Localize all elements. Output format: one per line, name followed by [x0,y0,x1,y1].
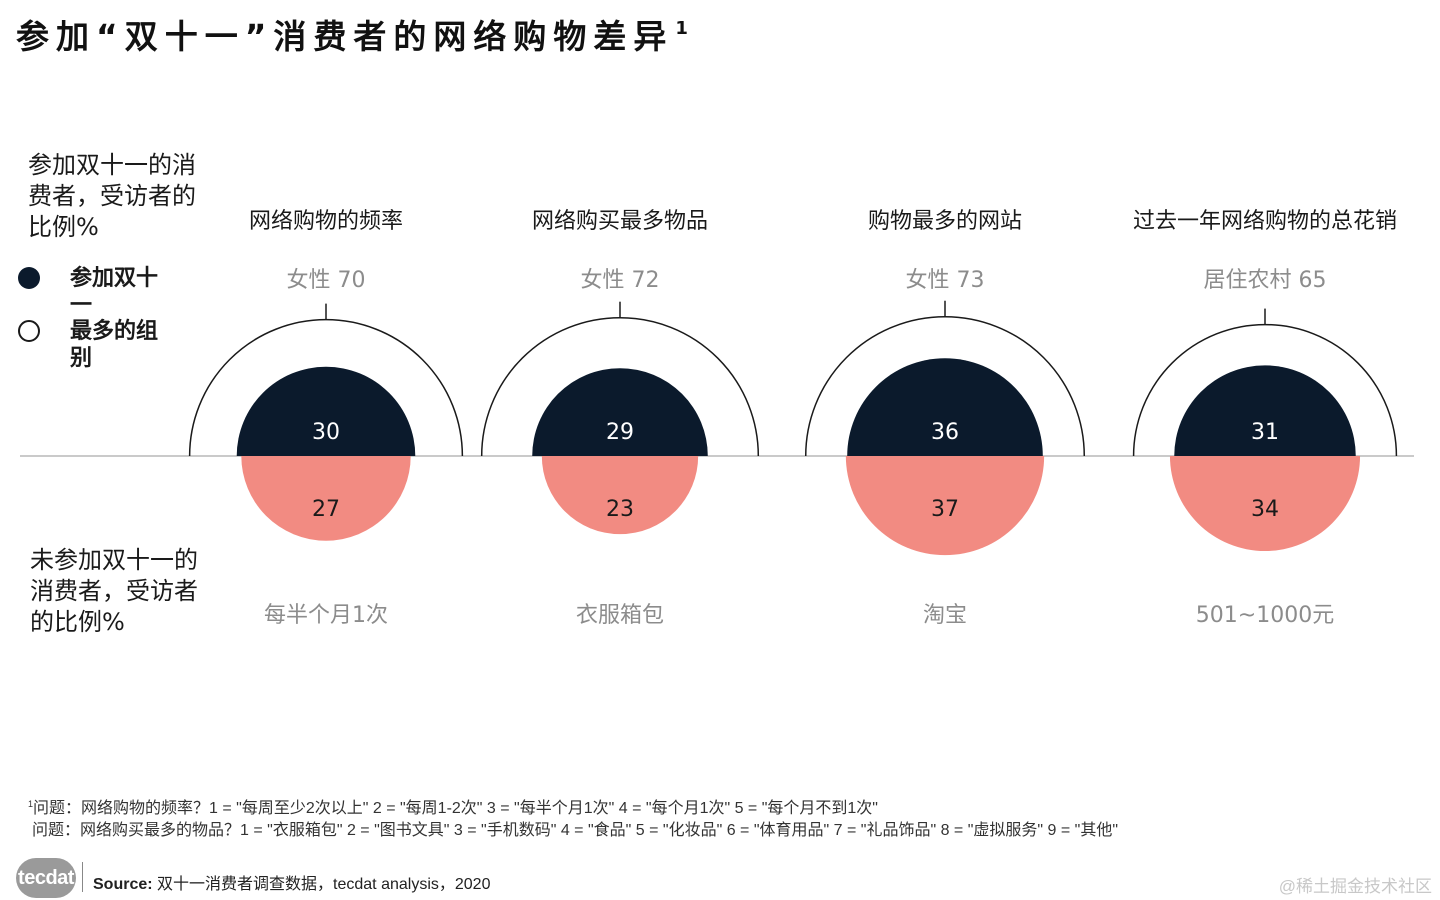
bottom-group-label: 淘宝 [923,603,967,628]
source-label: Source: [93,876,153,893]
participant-value-label: 29 [606,420,634,445]
category-label: 网络购物的频率 [249,209,403,234]
top-group-label: 女性 72 [581,268,660,293]
category-label: 网络购买最多物品 [532,209,708,234]
participant-value-label: 30 [312,420,340,445]
footnote-1-text: 问题：网络购物的频率？1 = "每周至少2次以上" 2 = "每周1-2次" 3… [33,800,878,817]
non-participant-axis-label: 未参加双十一的消费者，受访者的比例% [30,546,198,636]
non-participant-semicircle [541,456,699,535]
non-participant-value-label: 27 [312,497,340,522]
non-participant-value-label: 37 [931,497,959,522]
title-footnote-mark: 1 [675,18,688,39]
category-label: 过去一年网络购物的总花销 [1133,209,1397,234]
source-line: Source: 双十一消费者调查数据，tecdat analysis，2020 [93,870,490,894]
participant-semicircle [1174,365,1356,456]
participant-axis-label: 参加双十一的消费者，受访者的比例% [28,151,196,241]
bottom-group-label: 501~1000元 [1196,603,1334,628]
watermark: @稀土掘金技术社区 [1278,877,1432,896]
legend-item-participant: 参加双十一 [18,265,170,319]
bottom-group-label: 每半个月1次 [264,603,388,628]
top-group-outline-arc [480,317,760,457]
legend-label-top-group: 最多的组别 [70,319,159,371]
logo-divider [82,862,83,892]
filled-circle-icon [18,267,40,289]
non-participant-semicircle [1169,456,1361,552]
participant-value-label: 36 [931,420,959,445]
non-participant-value-label: 34 [1251,497,1279,522]
footnote-mark: 1 [28,799,34,809]
source-text: 双十一消费者调查数据，tecdat analysis，2020 [157,876,491,893]
legend-item-top-group: 最多的组别 [18,318,170,372]
footnote-2: 问题：网络购买最多的物品？1 = "衣服箱包" 2 = "图书文具" 3 = "… [32,822,1118,839]
participant-semicircle [236,366,416,456]
participant-semicircle [532,368,708,456]
category-label: 购物最多的网站 [868,209,1022,234]
top-group-label: 女性 73 [906,268,985,293]
page-title: 参加“双十一”消费者的网络购物差异 1 [16,10,688,58]
top-group-label: 居住农村 65 [1204,268,1327,293]
participant-value-label: 31 [1251,420,1279,445]
top-group-label: 女性 70 [287,268,366,293]
non-participant-semicircle [241,456,411,541]
top-group-outline-arc [188,318,464,457]
footnote-1: 1问题：网络购物的频率？1 = "每周至少2次以上" 2 = "每周1-2次" … [28,794,878,818]
non-participant-value-label: 23 [606,497,634,522]
outline-circle-icon [18,320,40,342]
legend-label-participant: 参加双十一 [70,266,159,318]
tecdat-logo: tecdat [16,858,76,898]
top-group-outline-arc [804,316,1086,457]
non-participant-semicircle [845,456,1045,556]
participant-semicircle [847,358,1043,456]
title-text: 参加“双十一”消费者的网络购物差异 [16,17,674,56]
bottom-group-label: 衣服箱包 [576,603,664,628]
